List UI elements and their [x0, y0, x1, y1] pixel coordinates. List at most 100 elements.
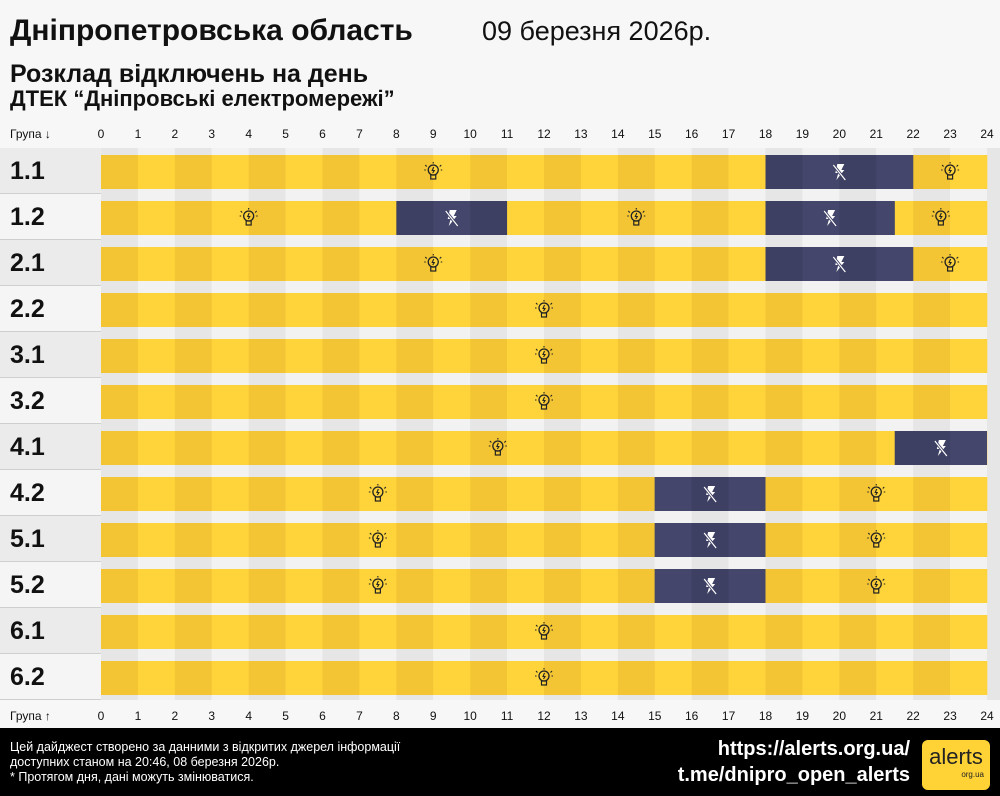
power-on-hour [765, 569, 803, 603]
power-on-hour [654, 201, 692, 235]
power-on-hour [765, 523, 803, 557]
power-on-hour [876, 385, 914, 419]
hour-column [839, 148, 877, 700]
group-row-3.1: 3.1 [0, 332, 988, 378]
power-on-hour [248, 201, 286, 235]
power-on-hour [248, 523, 286, 557]
lightbulb-icon [867, 576, 886, 594]
power-on-hour [765, 431, 803, 465]
power-on-hour [839, 385, 877, 419]
power-on-hour [802, 615, 840, 649]
power-on-hour [839, 569, 877, 603]
power-on-hour [470, 247, 508, 281]
power-on-hour [396, 293, 434, 327]
power-on-hour [322, 155, 360, 189]
power-on-hour [248, 385, 286, 419]
outage-hour-shade [654, 523, 692, 557]
power-on-hour [728, 661, 766, 695]
power-on-hour [285, 661, 323, 695]
lightbulb-icon [535, 392, 553, 410]
power-off-icon [702, 486, 718, 503]
power-on-hour [691, 155, 729, 189]
x-tick-label: 9 [429, 127, 437, 141]
power-on-hour [470, 339, 508, 373]
power-on-hour [728, 431, 766, 465]
power-on-hour [691, 201, 729, 235]
hour-column [876, 148, 914, 700]
power-on-hour [765, 661, 803, 695]
power-on-hour [137, 615, 176, 649]
power-on-hour [913, 293, 951, 327]
x-tick-label: 23 [943, 709, 957, 723]
hour-column [101, 148, 138, 700]
power-on-hour [876, 293, 914, 327]
power-off-icon [702, 578, 718, 595]
power-on-hour [470, 615, 508, 649]
power-on-hour [580, 293, 619, 327]
power-on-hour [396, 155, 434, 189]
power-on-hour [285, 523, 323, 557]
power-on-hour [101, 477, 139, 511]
power-on-hour [137, 431, 176, 465]
power-on-hour [765, 339, 803, 373]
site-link[interactable]: https://alerts.org.ua/ [717, 738, 910, 760]
power-on-hour [248, 247, 286, 281]
x-tick-label: 17 [721, 127, 736, 141]
power-on-hour [174, 201, 213, 235]
power-on-hour [950, 201, 988, 235]
x-tick-label: 16 [684, 127, 699, 141]
power-on-hour [285, 247, 323, 281]
power-on-hour [396, 247, 434, 281]
lightbulb-icon [239, 208, 258, 226]
axis-label-top: Група ↓ [10, 127, 51, 141]
power-on-hour [617, 293, 656, 327]
power-on-hour [101, 569, 139, 603]
hour-column [137, 148, 175, 700]
power-on-hour [913, 615, 951, 649]
power-on-hour [802, 477, 840, 511]
x-tick-label: 13 [574, 709, 588, 723]
power-on-hour [174, 661, 213, 695]
power-on-hour [654, 293, 692, 327]
group-row-5.2: 5.2 [0, 562, 988, 608]
power-on-hour [433, 523, 471, 557]
power-on-hour [654, 661, 692, 695]
group-label: 5.2 [10, 571, 45, 599]
hour-column [765, 148, 803, 700]
power-on-hour [396, 569, 434, 603]
power-on-hour [211, 385, 249, 419]
power-on-hour [839, 431, 877, 465]
axis-label-bottom: Група ↑ [10, 709, 51, 723]
group-label: 6.2 [10, 663, 45, 691]
x-tick-label: 3 [208, 709, 216, 723]
power-on-hour [174, 569, 213, 603]
power-on-hour [470, 385, 508, 419]
power-on-hour [396, 477, 434, 511]
group-label: 5.1 [10, 525, 45, 553]
power-on-hour [913, 201, 951, 235]
power-on-hour [507, 385, 545, 419]
outage-hour-shade [728, 569, 766, 603]
power-on-hour [617, 431, 656, 465]
power-on-hour [396, 661, 434, 695]
power-off-icon [822, 210, 838, 227]
power-off-icon [702, 532, 718, 549]
power-on-hour [285, 339, 323, 373]
power-on-hour [248, 431, 286, 465]
power-on-hour [322, 293, 360, 327]
power-on-hour [101, 201, 139, 235]
power-on-hour [359, 247, 397, 281]
x-tick-label: 22 [906, 127, 920, 141]
x-tick-label: 21 [869, 127, 883, 141]
x-tick-label: 23 [943, 127, 957, 141]
telegram-link[interactable]: t.me/dnipro_open_alerts [677, 764, 910, 786]
power-on-hour [211, 523, 249, 557]
row-label-bg [0, 240, 101, 286]
power-on-hour [507, 523, 545, 557]
power-on-hour [802, 293, 840, 327]
x-tick-label: 3 [208, 127, 216, 141]
power-on-hour [950, 293, 988, 327]
power-on-hour [580, 523, 619, 557]
power-on-hour [211, 477, 249, 511]
power-on-hour [654, 431, 692, 465]
